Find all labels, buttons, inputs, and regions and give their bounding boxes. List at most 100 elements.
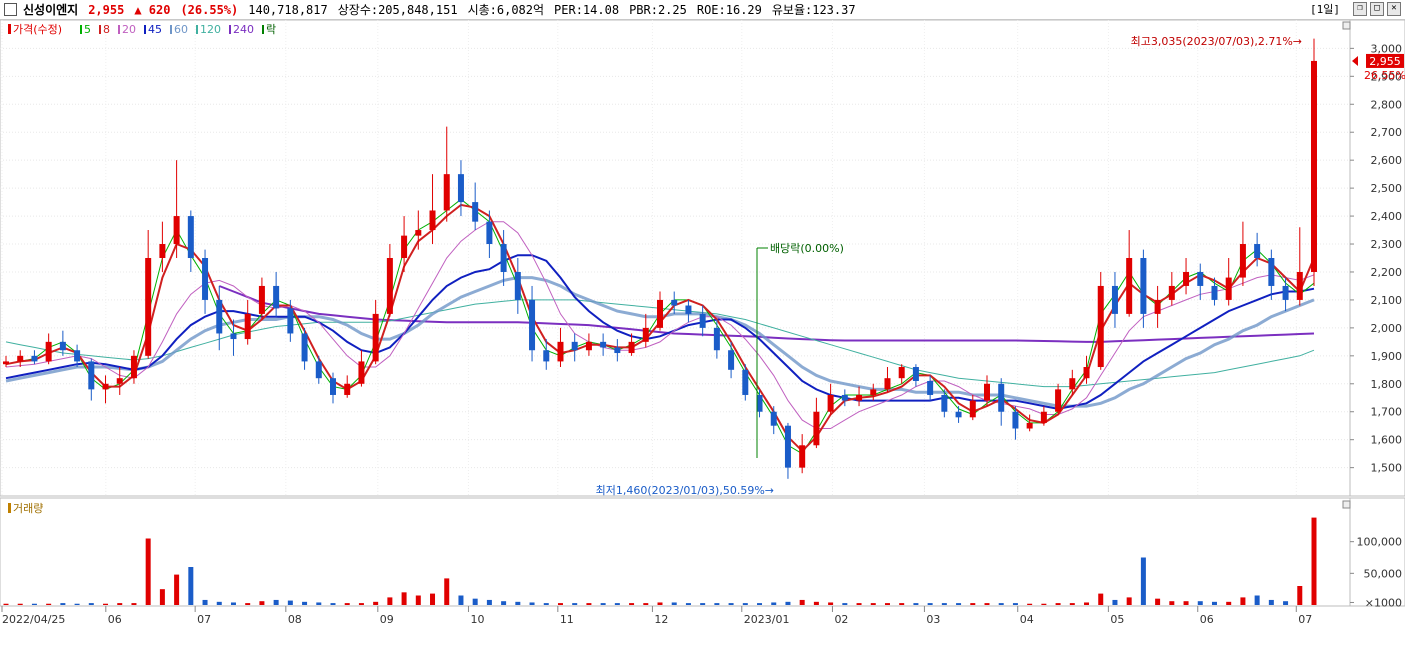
candle-body bbox=[614, 347, 621, 354]
price-tick-label: 1,900 bbox=[1371, 350, 1403, 363]
candle-body bbox=[941, 394, 948, 412]
legend-ma-marker bbox=[99, 25, 101, 34]
period-selector[interactable]: [1일] bbox=[1310, 3, 1340, 16]
volume-bar bbox=[529, 602, 535, 605]
date-tick-label: 09 bbox=[380, 613, 394, 626]
date-tick-label: 07 bbox=[197, 613, 211, 626]
volume-bar bbox=[515, 601, 521, 605]
restore-icon[interactable]: ❐ bbox=[1353, 2, 1367, 16]
low-annotation: 최저1,460(2023/01/03),50.59%→ bbox=[596, 484, 774, 497]
stock-chart[interactable]: 3,000 2,900 2,800 2,700 2,600 2,500 2,400 2,300… bbox=[0, 20, 1405, 648]
candle-body bbox=[358, 361, 365, 384]
candle-body bbox=[344, 383, 351, 395]
volume-bar bbox=[984, 603, 990, 605]
volume-bar bbox=[700, 603, 706, 605]
volume-bar bbox=[117, 603, 123, 605]
date-tick-label: 06 bbox=[108, 613, 122, 626]
volume-bar bbox=[3, 603, 9, 605]
volume-bar bbox=[586, 603, 592, 605]
stock-name[interactable]: 신성이엔지 bbox=[23, 3, 79, 17]
candle-body bbox=[401, 235, 408, 258]
volume-bar bbox=[1140, 557, 1146, 605]
volume-bar bbox=[401, 592, 407, 605]
volume-bar bbox=[458, 595, 464, 605]
candle-body bbox=[145, 258, 152, 356]
price-tick-label: 2,900 bbox=[1371, 70, 1403, 83]
volume-bar bbox=[728, 603, 734, 605]
legend-volume-marker bbox=[8, 503, 11, 513]
date-tick-label: 02 bbox=[834, 613, 848, 626]
volume-bar bbox=[1254, 595, 1260, 605]
roe-value: ROE:16.29 bbox=[696, 2, 762, 17]
volume-bar bbox=[657, 602, 663, 605]
volume-bar bbox=[757, 603, 763, 605]
candle-body bbox=[17, 355, 24, 362]
volume-bar bbox=[771, 602, 777, 605]
volume-bar bbox=[387, 597, 393, 605]
legend-price: 가격(수정) bbox=[13, 23, 62, 36]
candle-body bbox=[856, 394, 863, 401]
select-checkbox[interactable] bbox=[4, 3, 17, 16]
volume-bar bbox=[259, 601, 265, 605]
legend-volume: 거래량 bbox=[13, 502, 43, 515]
price-axis-labels: 3,000 2,900 2,800 2,700 2,600 2,500 2,400 2,300… bbox=[1350, 42, 1403, 475]
candle-body bbox=[1012, 411, 1019, 429]
date-tick-label: 10 bbox=[470, 613, 484, 626]
current-price: 2,955 bbox=[88, 2, 125, 17]
maximize-icon[interactable]: □ bbox=[1370, 2, 1384, 16]
date-tick-label: 05 bbox=[1110, 613, 1124, 626]
price-tick-label: 1,500 bbox=[1371, 462, 1403, 475]
candle-body bbox=[415, 230, 422, 236]
candle-body bbox=[230, 333, 237, 340]
candle-body bbox=[1154, 299, 1161, 314]
volume-bar bbox=[88, 603, 94, 605]
volume-bar bbox=[785, 601, 791, 605]
ma-line-20 bbox=[5, 221, 1315, 429]
dividend-annotation: 배당락(0.00%) bbox=[770, 242, 844, 255]
candle-body bbox=[187, 216, 194, 258]
candle-body bbox=[770, 411, 777, 426]
volume-bar bbox=[1126, 597, 1132, 605]
candle-body bbox=[543, 350, 550, 362]
legend-ma-marker bbox=[229, 25, 231, 34]
volume-bar bbox=[1297, 586, 1303, 605]
candle-body bbox=[912, 367, 919, 381]
volume-bar bbox=[472, 598, 478, 605]
price-tick-label: 2,600 bbox=[1371, 154, 1403, 167]
candle-body bbox=[216, 299, 223, 334]
price-tick-label: 2,200 bbox=[1371, 266, 1403, 279]
volume-bar bbox=[358, 603, 364, 605]
candle-body bbox=[927, 380, 934, 395]
candle-body bbox=[685, 305, 692, 314]
candle-body bbox=[657, 299, 663, 328]
volume-bar bbox=[174, 574, 180, 605]
candle-body bbox=[88, 361, 95, 390]
current-price-marker: 2,955 26.55% bbox=[1352, 53, 1405, 82]
date-tick-label: 08 bbox=[288, 613, 302, 626]
volume-axis bbox=[1349, 497, 1405, 607]
volume-bar bbox=[1283, 601, 1289, 605]
volume-tick-label: ×1000 bbox=[1365, 596, 1402, 609]
date-axis-labels: 2022/04/25 06 07 08 09 10 11 12 2023/01 02 03 04 05 0… bbox=[1, 606, 1312, 626]
close-icon[interactable]: ✕ bbox=[1387, 2, 1401, 16]
candle-body bbox=[1111, 285, 1118, 314]
volume-pane-maximize-icon[interactable] bbox=[1342, 500, 1351, 509]
current-price-label: 2,955 bbox=[1369, 55, 1401, 68]
volume-bar bbox=[742, 603, 748, 605]
volume-bar bbox=[1211, 601, 1217, 605]
volume-bar bbox=[159, 589, 165, 605]
candle-body bbox=[756, 394, 763, 412]
candle-body bbox=[45, 341, 52, 362]
volume-bar bbox=[927, 603, 933, 605]
volume-bars bbox=[3, 517, 1317, 605]
price-pane bbox=[0, 20, 1351, 497]
date-tick-label: 11 bbox=[560, 613, 574, 626]
volume-bar bbox=[1041, 603, 1047, 605]
volume-bar bbox=[415, 595, 421, 605]
price-pane-maximize-icon[interactable] bbox=[1342, 21, 1351, 30]
candle-body bbox=[1126, 258, 1133, 314]
candle-body bbox=[301, 333, 308, 362]
high-annotation: 최고3,035(2023/07/03),2.71%→ bbox=[1131, 35, 1302, 48]
price-tick-label: 2,100 bbox=[1371, 294, 1403, 307]
price-tick-label: 1,600 bbox=[1371, 434, 1403, 447]
